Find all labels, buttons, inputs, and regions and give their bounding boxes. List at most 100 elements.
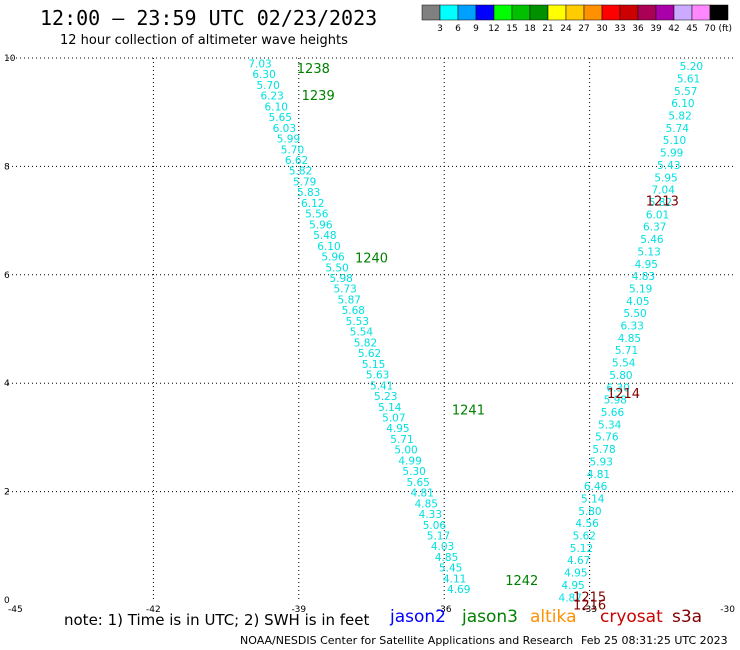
pass-number-label: 1215	[573, 590, 606, 605]
colorbar-tick-label: 39	[650, 24, 662, 34]
y-tick-label: 0	[4, 596, 10, 606]
data-point-label: 4.33	[419, 509, 442, 521]
data-point-label: 5.83	[297, 187, 320, 199]
data-point-label: 4.56	[575, 518, 599, 530]
colorbar-swatch	[421, 4, 441, 21]
data-point-label: 5.73	[333, 284, 356, 296]
colorbar-swatch	[475, 4, 495, 21]
data-point-label: 5.14	[581, 493, 605, 505]
data-point-label: 5.80	[578, 506, 601, 518]
data-point-label: 5.13	[637, 246, 660, 258]
data-point-label: 5.07	[382, 412, 405, 424]
data-point-label: 5.65	[269, 112, 292, 124]
data-point-label: 5.20	[680, 61, 703, 73]
footer-note: note: 1) Time is in UTC; 2) SWH is in fe…	[64, 611, 370, 629]
colorbar-tick-label: 9	[473, 24, 479, 34]
colorbar-tick-label: 6	[455, 24, 461, 34]
data-point-label: 6.10	[265, 101, 288, 113]
pass-number-label: 1240	[355, 252, 388, 267]
colorbar-tick-label: 27	[578, 24, 589, 34]
data-point-label: 5.56	[305, 209, 329, 221]
data-point-label: 5.00	[394, 445, 417, 457]
data-point-label: 5.82	[668, 111, 691, 123]
page-subtitle: 12 hour collection of altimeter wave hei…	[60, 33, 348, 48]
x-tick-label: -45	[8, 605, 23, 615]
data-point-label: 4.83	[632, 271, 655, 283]
data-point-label: 4.85	[618, 333, 641, 345]
data-point-label: 4.11	[443, 573, 466, 585]
data-point-label: 6.30	[606, 382, 629, 394]
data-point-label: 5.17	[427, 531, 450, 543]
y-tick-label: 8	[4, 162, 10, 172]
pass-number-label: 1216	[573, 598, 606, 613]
colorbar-swatch	[601, 4, 621, 21]
y-tick-label: 10	[4, 54, 16, 64]
data-point-label: 5.93	[590, 456, 613, 468]
data-point-label: 6.33	[621, 321, 644, 333]
data-point-label: 5.95	[654, 172, 677, 184]
pass-number-label: 1239	[302, 89, 335, 104]
colorbar-swatch	[655, 4, 675, 21]
colorbar-swatch	[691, 4, 711, 21]
colorbar-swatch	[547, 4, 567, 21]
data-point-label: 5.70	[281, 144, 304, 156]
colorbar-swatch	[511, 4, 531, 21]
legend-altika: altika	[530, 607, 577, 627]
data-point-label: 5.57	[674, 86, 697, 98]
data-point-label: 6.12	[301, 198, 324, 210]
data-point-label: 5.79	[293, 176, 316, 188]
data-point-label: 4.95	[386, 423, 409, 435]
data-point-label: 4.95	[561, 580, 584, 592]
data-point-label: 6.37	[643, 222, 666, 234]
data-point-label: 5.53	[346, 316, 369, 328]
data-point-label: 5.63	[366, 370, 389, 382]
data-point-label: 4.03	[431, 541, 454, 553]
data-point-label: 5.98	[329, 273, 352, 285]
data-point-label: 4.81	[411, 488, 434, 500]
data-point-label: 4.67	[567, 555, 590, 567]
colorbar-tick-label: 3	[437, 24, 443, 34]
data-point-label: 5.71	[390, 434, 413, 446]
data-point-label: 5.78	[592, 444, 615, 456]
colorbar-swatch	[709, 4, 729, 21]
footer-credit: NOAA/NESDIS Center for Satellite Applica…	[240, 634, 574, 647]
x-tick-label: -42	[146, 605, 161, 615]
colorbar-tick-label: 45	[686, 24, 697, 34]
data-point-label: 6.62	[285, 155, 308, 167]
colorbar-swatch	[529, 4, 549, 21]
pass-number-label: 1213	[646, 195, 679, 210]
data-point-label: 5.65	[406, 477, 429, 489]
data-point-label: 4.85	[415, 498, 438, 510]
colorbar-tick-label: 30	[596, 24, 608, 34]
colorbar-tick-label: 18	[524, 24, 536, 34]
data-point-label: 7.04	[652, 185, 676, 197]
x-tick-label: -33	[582, 605, 597, 615]
colorbar-swatch	[493, 4, 513, 21]
data-point-label: 5.14	[378, 402, 402, 414]
data-point-label: 5.46	[640, 234, 664, 246]
pass-number-label: 1214	[607, 387, 640, 402]
data-point-label: 5.62	[358, 348, 381, 360]
y-tick-label: 2	[4, 488, 10, 498]
data-point-label: 5.62	[573, 531, 596, 543]
data-point-label: 4.95	[564, 568, 587, 580]
colorbar-swatch	[619, 4, 639, 21]
data-point-label: 5.34	[598, 419, 622, 431]
data-point-label: 6.01	[646, 209, 669, 221]
data-point-label: 5.54	[612, 358, 636, 370]
legend-s3a: s3a	[672, 607, 703, 627]
data-point-label: 5.15	[362, 359, 385, 371]
data-point-label: 5.48	[313, 230, 336, 242]
data-point-label: 6.23	[260, 91, 283, 103]
data-point-label: 5.96	[309, 219, 333, 231]
legend-cryosat: cryosat	[600, 607, 663, 627]
data-point-label: 5.71	[615, 345, 638, 357]
data-point-label: 4.99	[398, 455, 421, 467]
pass-number-label: 1242	[505, 574, 538, 589]
colorbar-unit: (ft)	[718, 24, 732, 34]
data-point-label: 5.98	[604, 395, 627, 407]
data-point-label: 5.70	[256, 80, 279, 92]
data-point-label: 6.10	[317, 241, 340, 253]
